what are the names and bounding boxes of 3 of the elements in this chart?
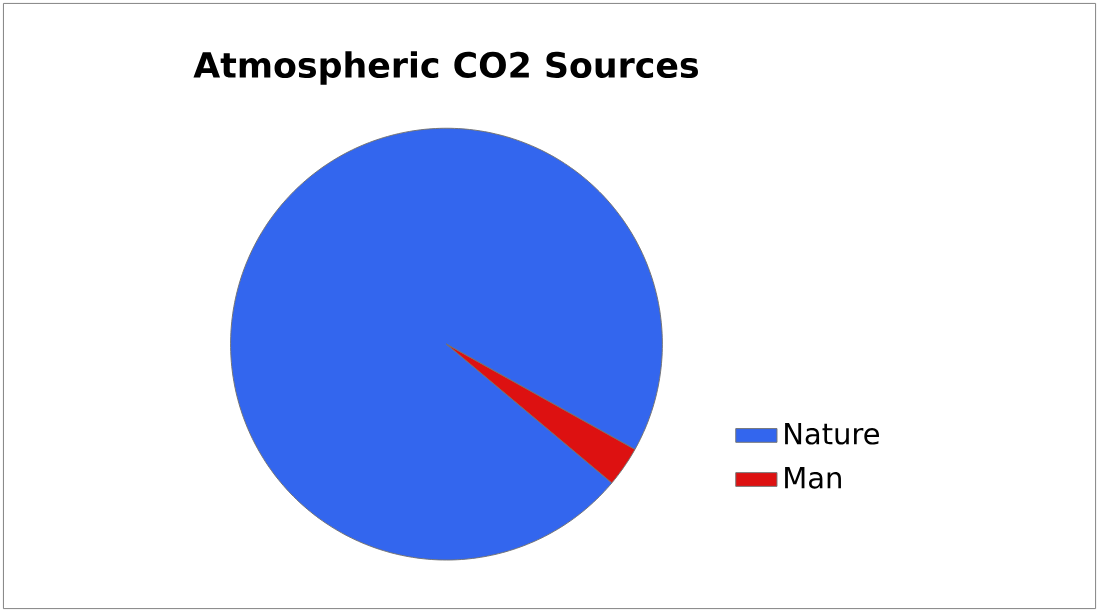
- chart-title: Atmospheric CO2 Sources: [193, 51, 698, 85]
- legend-label: Man: [785, 467, 841, 489]
- legend-label: Nature: [785, 423, 880, 445]
